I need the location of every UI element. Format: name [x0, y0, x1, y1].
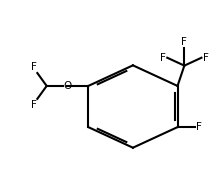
Text: F: F: [203, 53, 209, 63]
Text: F: F: [196, 122, 202, 132]
Text: F: F: [160, 53, 166, 63]
Text: O: O: [63, 81, 72, 91]
Text: F: F: [181, 37, 187, 47]
Text: F: F: [32, 62, 37, 72]
Text: F: F: [32, 100, 37, 110]
